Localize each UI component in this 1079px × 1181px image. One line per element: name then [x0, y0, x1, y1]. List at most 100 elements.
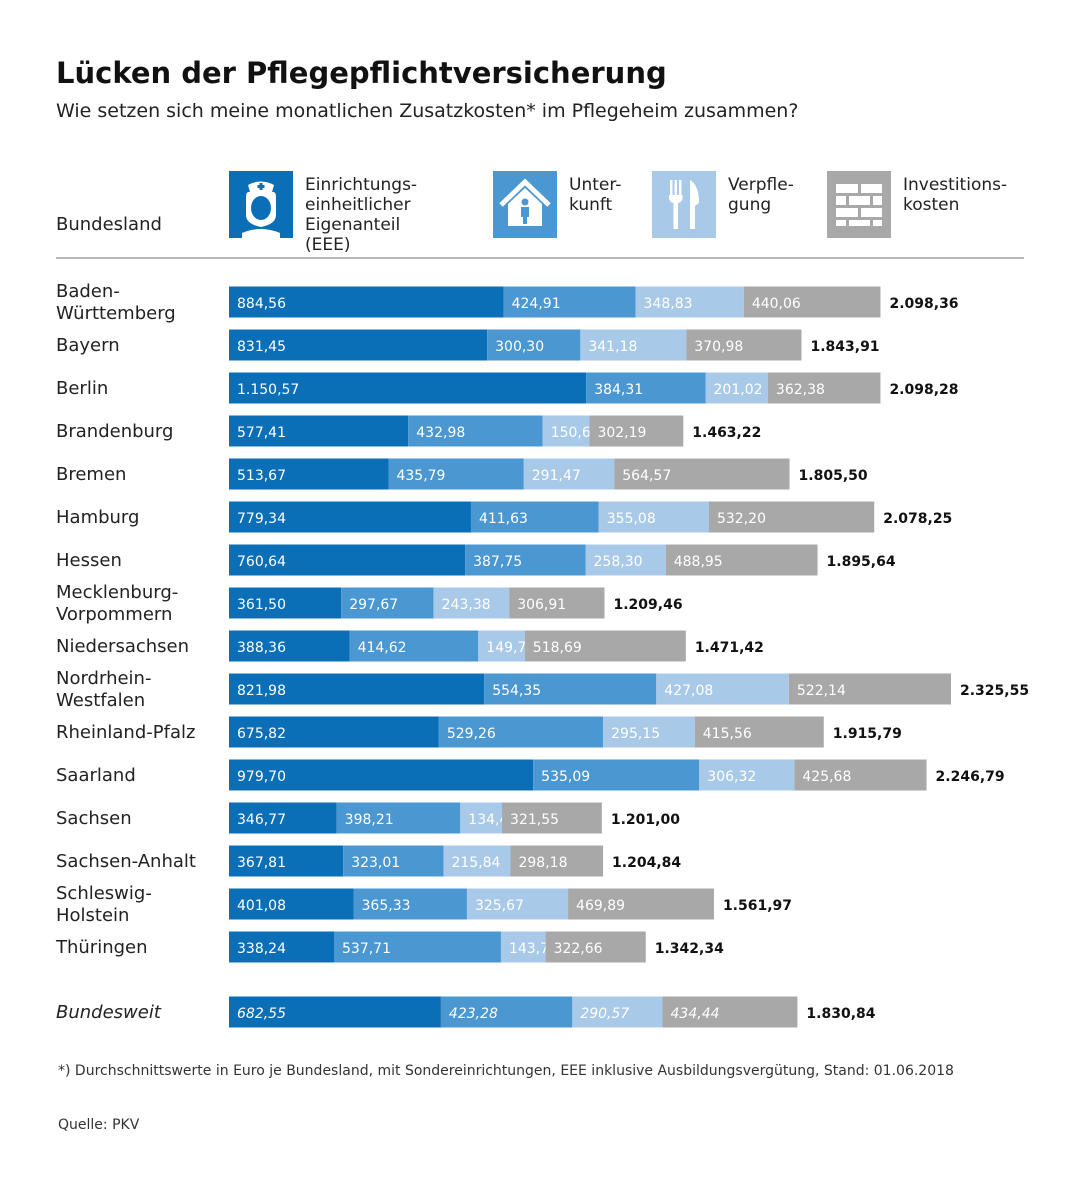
bar-segment-unterkunft — [341, 587, 434, 619]
bar-segment-eee — [229, 544, 466, 576]
legend-header-bundesland: Bundesland — [56, 214, 162, 235]
bar-value-label: 243,38 — [442, 597, 491, 613]
category-label: Sachsen-Anhalt — [56, 851, 196, 872]
bar-value-label: 425,68 — [802, 769, 851, 785]
bar-segment-eee — [229, 888, 354, 920]
brick-wall-icon — [827, 171, 891, 238]
bar-segment-investitionskosten — [589, 415, 684, 447]
bar-segment-eee — [229, 845, 344, 877]
bar-value-label: 979,70 — [237, 769, 286, 785]
category-label: Bundesweit — [56, 1002, 162, 1023]
bar-value-label: 201,02 — [714, 382, 763, 398]
bar-segment-verpflegung — [603, 716, 695, 748]
bar-row-hessen: Hessen 760,64 387,75 258,30 488,95 1.895,64 — [56, 544, 896, 576]
bar-segment-eee — [229, 931, 335, 963]
bar-total-label: 1.342,34 — [655, 941, 724, 957]
bar-value-label: 535,09 — [541, 769, 590, 785]
bar-row-saarland: Saarland 979,70 535,09 306,32 425,68 2.246,79 — [56, 759, 1005, 791]
nurse-icon — [229, 171, 293, 238]
category-label: Nordrhein-Westfalen — [56, 668, 151, 711]
bar-row-bundesweit: Bundesweit 682,55 423,28 290,57 434,44 1.830,… — [56, 996, 876, 1028]
bar-segment-eee — [229, 587, 342, 619]
category-label: Hamburg — [56, 507, 139, 528]
bar-value-label: 564,57 — [622, 468, 671, 484]
bar-value-label: 338,24 — [237, 941, 286, 957]
bar-row-nordrhein-westfalen: Nordrhein-Westfalen 821,98 554,35 427,08 522… — [56, 668, 1029, 711]
bar-value-label: 414,62 — [358, 640, 407, 656]
bar-value-label: 884,56 — [237, 296, 286, 312]
bar-value-label: 365,33 — [362, 898, 411, 914]
bar-value-label: 682,55 — [237, 1006, 286, 1022]
bar-total-label: 2.325,55 — [960, 683, 1029, 699]
bar-value-label: 302,19 — [597, 425, 646, 441]
bar-segment-eee — [229, 673, 485, 705]
category-label: Baden-Württemberg — [56, 281, 176, 324]
bar-segment-investitionskosten — [708, 501, 875, 533]
bar-value-label: 1.150,57 — [237, 382, 299, 398]
bar-segment-unterkunft — [438, 716, 604, 748]
category-label: Berlin — [56, 378, 108, 399]
bar-value-label: 537,71 — [342, 941, 391, 957]
header-divider — [56, 257, 1024, 259]
bar-segment-eee — [229, 716, 439, 748]
bar-value-label: 348,83 — [644, 296, 693, 312]
category-label: Thüringen — [55, 937, 148, 958]
bar-value-label: 415,56 — [703, 726, 752, 742]
bar-row-sachsen-anhalt: Sachsen-Anhalt 367,81 323,01 215,84 298,18 1.… — [56, 845, 681, 877]
bar-total-label: 2.078,25 — [883, 511, 952, 527]
category-label: Saarland — [56, 765, 136, 786]
bar-segment-unterkunft — [334, 931, 501, 963]
category-label: Mecklenburg-Vorpommern — [56, 582, 178, 625]
bar-value-label: 760,64 — [237, 554, 286, 570]
legend-label-verpflegung: Verpfle- gung — [728, 175, 794, 215]
bar-segment-investitionskosten — [743, 286, 881, 318]
bar-row-bremen: Bremen 513,67 435,79 291,47 564,57 1.805,50 — [56, 458, 868, 490]
bar-segment-verpflegung — [523, 458, 615, 490]
bar-total-label: 1.561,97 — [723, 898, 792, 914]
bar-total-label: 1.209,46 — [613, 597, 682, 613]
bar-row-schleswig-holstein: Schleswig-Holstein 401,08 365,33 325,67 469,… — [56, 883, 792, 926]
bar-value-label: 513,67 — [237, 468, 286, 484]
bar-value-label: 411,63 — [479, 511, 528, 527]
legend-label-eee: Einrichtungs- einheitlicher Eigenanteil … — [305, 175, 418, 255]
bar-row-rheinland-pfalz: Rheinland-Pfalz 675,82 529,26 295,15 415,56 1… — [56, 716, 902, 748]
bar-value-label: 532,20 — [717, 511, 766, 527]
bar-segment-eee — [229, 286, 504, 318]
chart-subtitle: Wie setzen sich meine monatlichen Zusatz… — [56, 100, 799, 122]
bar-value-label: 488,95 — [674, 554, 723, 570]
bar-value-label: 322,66 — [554, 941, 603, 957]
bar-segment-investitionskosten — [794, 759, 927, 791]
bar-value-label: 355,08 — [607, 511, 656, 527]
bar-segment-unterkunft — [353, 888, 467, 920]
bar-value-label: 529,26 — [447, 726, 496, 742]
bar-segment-unterkunft — [484, 673, 657, 705]
bar-segment-verpflegung — [656, 673, 789, 705]
bar-segment-eee — [229, 501, 471, 533]
bar-value-label: 831,45 — [237, 339, 286, 355]
bar-total-label: 1.895,64 — [827, 554, 896, 570]
bar-row-bayern: Bayern 831,45 300,30 341,18 370,98 1.843,91 — [56, 329, 880, 361]
bar-segment-verpflegung — [572, 996, 663, 1028]
house-icon — [493, 171, 557, 238]
bar-segment-investitionskosten — [568, 888, 714, 920]
bar-segment-investitionskosten — [510, 845, 604, 877]
bar-value-label: 522,14 — [797, 683, 846, 699]
bar-value-label: 321,55 — [510, 812, 559, 828]
bar-value-label: 434,44 — [671, 1006, 720, 1022]
bar-total-label: 1.463,22 — [692, 425, 761, 441]
bar-segment-verpflegung — [542, 415, 590, 447]
bar-value-label: 435,79 — [396, 468, 445, 484]
bar-segment-investitionskosten — [502, 802, 602, 834]
bar-value-label: 387,75 — [473, 554, 522, 570]
bar-segment-unterkunft — [388, 458, 524, 490]
bar-segment-verpflegung — [478, 630, 525, 662]
bar-value-label: 298,18 — [518, 855, 567, 871]
category-label: Schleswig-Holstein — [56, 883, 152, 926]
bar-segment-eee — [229, 630, 350, 662]
bar-segment-unterkunft — [465, 544, 586, 576]
bar-segment-unterkunft — [343, 845, 444, 877]
bar-value-label: 388,36 — [237, 640, 286, 656]
bar-total-label: 1.843,91 — [810, 339, 879, 355]
